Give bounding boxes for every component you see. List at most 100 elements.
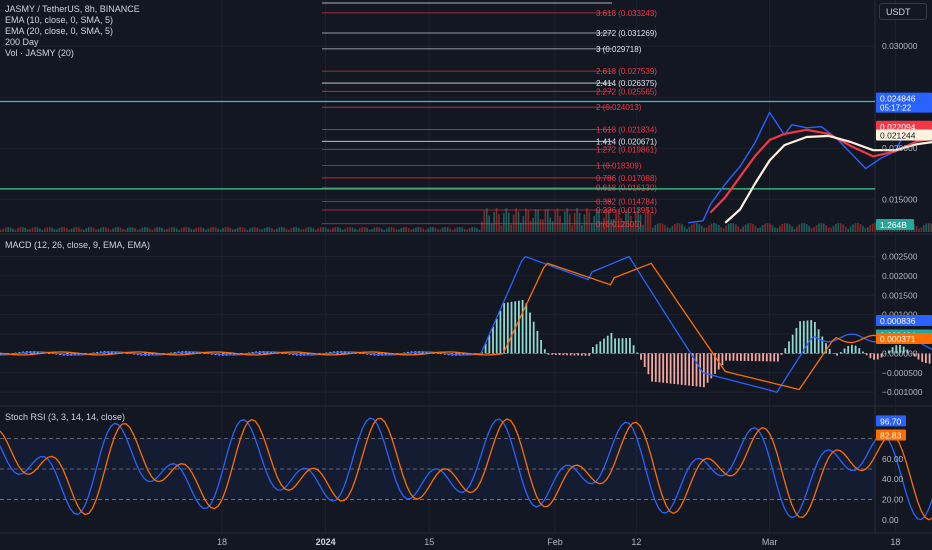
price-axis[interactable]: 0.0150000.0200000.0250000.0300000.024846…	[876, 41, 932, 525]
volume-bar	[796, 226, 798, 232]
time-tick-label[interactable]: 12	[631, 537, 641, 547]
stoch-d-line[interactable]	[0, 417, 932, 521]
countdown-label[interactable]: 05:17:22	[880, 104, 912, 113]
macd-histogram-bar	[170, 352, 172, 354]
volume-bar	[178, 229, 180, 232]
stoch-tick-label[interactable]: 0.00	[882, 515, 899, 525]
indicator-ema20[interactable]: EMA (20, close, 0, SMA, 5)	[5, 26, 114, 36]
macd-histogram-bar	[48, 353, 50, 354]
macd-tick-label[interactable]: −0.000500	[882, 368, 923, 378]
macd-tag-label[interactable]: 0.000371	[880, 334, 916, 344]
price-tick-label[interactable]: 0.020000	[882, 143, 918, 153]
time-tick-label[interactable]: 18	[217, 537, 227, 547]
macd-histogram-bar	[925, 353, 927, 364]
volume-bar	[307, 227, 310, 232]
indicator-ema10[interactable]: EMA (10, close, 0, SMA, 5)	[5, 15, 114, 25]
macd-histogram-bar	[791, 334, 794, 354]
fib-level-label: 1.414 (0.020671)	[596, 137, 657, 146]
macd-histogram-bar	[492, 326, 494, 354]
macd-line[interactable]	[0, 255, 932, 393]
volume-bar	[217, 228, 219, 232]
time-tick-label[interactable]: 18	[890, 537, 900, 547]
volume-bar	[720, 227, 722, 232]
indicator-volume[interactable]: Vol · JASMY (20)	[5, 48, 74, 58]
time-tick-label[interactable]: Mar	[762, 537, 778, 547]
volume-bar	[676, 223, 679, 232]
price-tick-label[interactable]: 0.030000	[882, 41, 918, 51]
ema20-line[interactable]	[724, 134, 932, 224]
stoch-tick-label[interactable]: 60.00	[882, 454, 904, 464]
macd-histogram-bar	[710, 353, 713, 379]
volume-bar	[862, 225, 864, 232]
price-tag-label[interactable]: 0.021244	[880, 130, 916, 140]
macd-tick-label[interactable]: 0.001000	[882, 310, 918, 320]
ema10-line[interactable]	[709, 127, 932, 214]
stoch-rsi-pane[interactable]	[0, 417, 932, 521]
macd-tick-label[interactable]: 0.001500	[882, 290, 918, 300]
macd-histogram-bar	[588, 353, 591, 356]
macd-tick-label[interactable]: 0.000000	[882, 348, 918, 358]
time-axis[interactable]: 18202415Feb12Mar18Apr15May13	[217, 537, 932, 547]
currency-button[interactable]: USDT	[879, 3, 927, 20]
volume-bar	[363, 227, 366, 232]
volume-bar	[393, 227, 395, 232]
volume-bar	[656, 223, 659, 232]
price-tag[interactable]	[876, 120, 932, 132]
macd-histogram-bar	[740, 353, 742, 361]
price-line[interactable]	[688, 99, 932, 224]
volume-bar	[551, 221, 554, 232]
stoch-tag[interactable]	[876, 429, 906, 441]
macd-title[interactable]: MACD (12, 26, close, 9, EMA, EMA)	[5, 240, 151, 250]
stoch-tag-label[interactable]: 82.83	[880, 431, 902, 441]
macd-tag[interactable]	[876, 333, 932, 345]
macd-tick-label[interactable]: 0.002000	[882, 271, 918, 281]
volume-tag-label[interactable]: 1.264B	[880, 220, 907, 230]
stoch-tag[interactable]	[876, 415, 906, 427]
price-tag-label[interactable]: 0.022094	[880, 122, 916, 132]
macd-histogram-bar	[643, 353, 646, 368]
volume-bar	[185, 227, 188, 232]
macd-signal-line[interactable]	[0, 262, 932, 391]
symbol-title[interactable]: JASMY / TetherUS, 8h, BINANCE	[5, 4, 140, 14]
macd-tag-label[interactable]: 0.000836	[880, 316, 916, 326]
time-tick-label[interactable]: 2024	[316, 537, 336, 547]
volume-bar	[53, 229, 56, 232]
price-tick-label[interactable]: 0.015000	[882, 194, 918, 204]
macd-histogram-bar	[636, 352, 639, 354]
volume-bar	[463, 229, 466, 232]
stoch-rsi-title[interactable]: Stoch RSI (3, 3, 14, 14, close)	[5, 412, 126, 422]
macd-histogram-bar	[599, 341, 602, 354]
volume-bar	[21, 227, 24, 232]
stoch-tick-label[interactable]: 40.00	[882, 474, 904, 484]
volume-bar	[744, 224, 747, 232]
volume-bar	[688, 226, 691, 232]
price-tag[interactable]	[876, 129, 932, 141]
volume-bar	[65, 228, 68, 232]
volume-bar	[26, 229, 29, 232]
volume-bar	[390, 227, 393, 232]
macd-tick-label[interactable]: −0.001000	[882, 387, 923, 397]
volume-bar	[273, 229, 276, 232]
price-tag-label[interactable]: 0.024846	[880, 94, 916, 104]
price-pane[interactable]: 3.618 (0.033243) 3.272 (0.031269) 3 (0.029…	[0, 2, 932, 232]
price-tag[interactable]	[876, 92, 932, 113]
volume-bar	[407, 228, 410, 232]
volume-bar	[925, 223, 928, 232]
stoch-tag-label[interactable]: 96.70	[880, 416, 902, 426]
time-tick-label[interactable]: 15	[424, 537, 434, 547]
macd-pane[interactable]	[0, 255, 932, 393]
macd-tick-label[interactable]: 0.002500	[882, 252, 918, 262]
volume-bar	[857, 223, 859, 232]
volume-bar	[202, 228, 205, 232]
volume-bar	[163, 229, 166, 232]
indicator-200day[interactable]: 200 Day	[5, 37, 39, 47]
volume-bar	[515, 208, 517, 232]
macd-tag[interactable]	[876, 315, 932, 327]
volume-tag[interactable]	[876, 219, 914, 230]
stoch-tick-label[interactable]: 20.00	[882, 495, 904, 505]
macd-histogram-bar	[562, 353, 565, 356]
time-tick-label[interactable]: Feb	[547, 537, 563, 547]
volume-bar	[778, 225, 781, 232]
volume-bar	[595, 208, 598, 232]
